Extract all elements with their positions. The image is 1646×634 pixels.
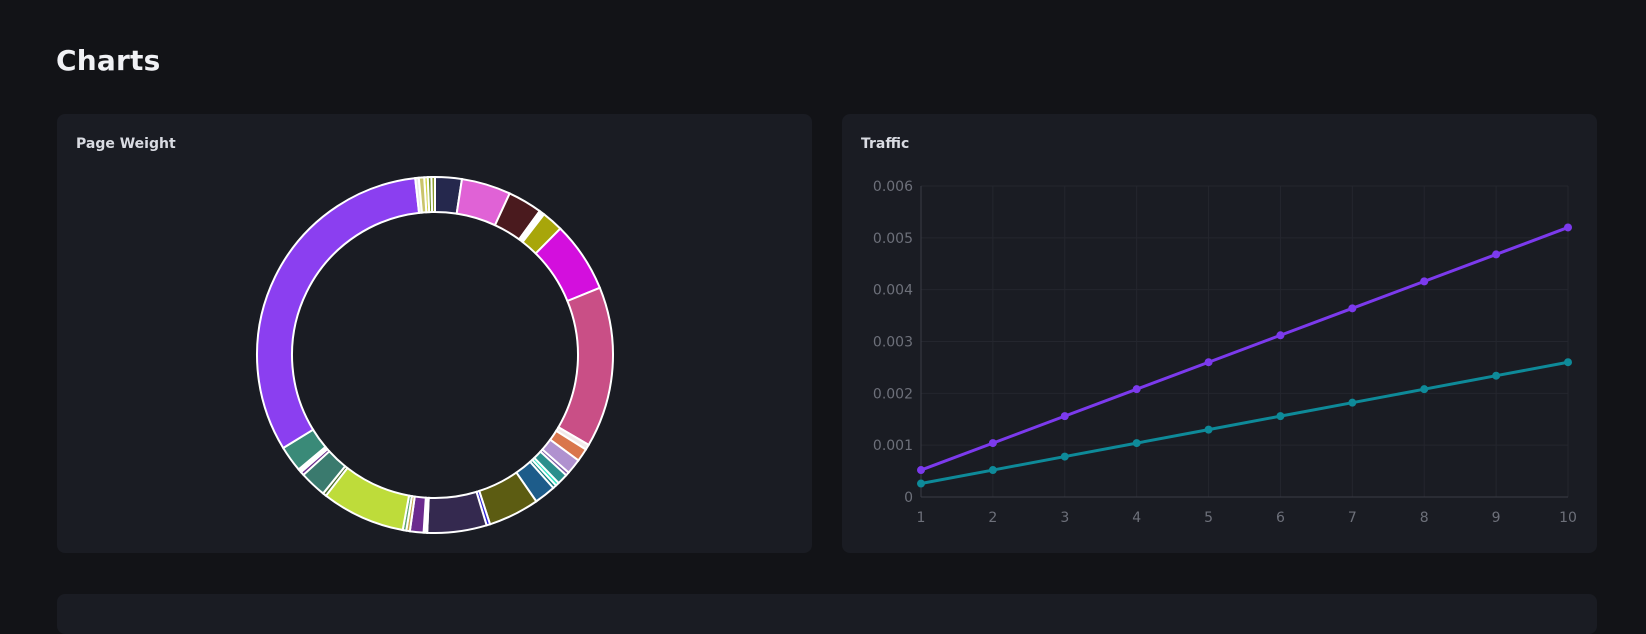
x-tick-label: 2 [988,510,997,526]
y-tick-label: 0.001 [873,438,913,454]
data-point[interactable] [1420,385,1429,394]
y-tick-label: 0.004 [873,283,913,299]
data-point[interactable] [1420,277,1429,286]
data-point[interactable] [1564,358,1572,367]
x-tick-label: 5 [1204,510,1213,526]
x-tick-label: 4 [1132,510,1141,526]
data-point[interactable] [917,466,925,475]
traffic-title: Traffic [861,136,910,152]
data-point[interactable] [1060,412,1069,421]
y-tick-label: 0.002 [873,386,913,402]
data-point[interactable] [988,439,997,448]
donut-slice[interactable] [557,286,614,447]
page-weight-donut-chart [256,175,614,534]
series-line [920,360,1569,485]
data-point[interactable] [1348,398,1357,407]
page-weight-title: Page Weight [76,136,176,152]
donut-slice[interactable] [426,490,488,534]
x-tick-label: 6 [1276,510,1285,526]
x-tick-label: 8 [1420,510,1429,526]
data-point[interactable] [1204,358,1213,367]
data-point[interactable] [988,466,997,475]
next-card [57,594,1597,634]
x-tick-label: 10 [1559,510,1577,526]
data-point[interactable] [1276,331,1285,340]
x-tick-label: 7 [1348,510,1357,526]
data-point[interactable] [1204,425,1213,434]
data-point[interactable] [1276,412,1285,421]
donut-slice[interactable] [417,176,428,214]
data-point[interactable] [1348,304,1357,313]
y-tick-label: 0.006 [873,179,913,195]
y-tick-label: 0.005 [873,231,913,247]
page-weight-card: Page Weight [57,114,812,553]
data-point[interactable] [1492,250,1501,259]
data-point[interactable] [1564,223,1572,232]
traffic-line-chart: 0 0.001 0.002 0.003 0.004 0.005 0.006 1 2 3 4 5 6 7 8 9… [873,179,1577,526]
traffic-card: Traffic 0 0.001 0.002 0.003 0.004 0.005 0.006 1… [842,114,1597,553]
data-point[interactable] [1492,371,1501,380]
page-title: Charts [56,44,161,77]
data-point[interactable] [1060,452,1069,461]
series-line [920,226,1569,472]
data-point[interactable] [1132,385,1141,394]
x-tick-label: 3 [1060,510,1069,526]
x-tick-label: 1 [917,510,926,526]
donut-slice[interactable] [256,177,421,450]
data-point[interactable] [917,479,925,488]
y-tick-label: 0.003 [873,335,913,351]
data-point[interactable] [1132,439,1141,448]
x-tick-label: 9 [1492,510,1501,526]
y-tick-label: 0 [904,490,913,506]
